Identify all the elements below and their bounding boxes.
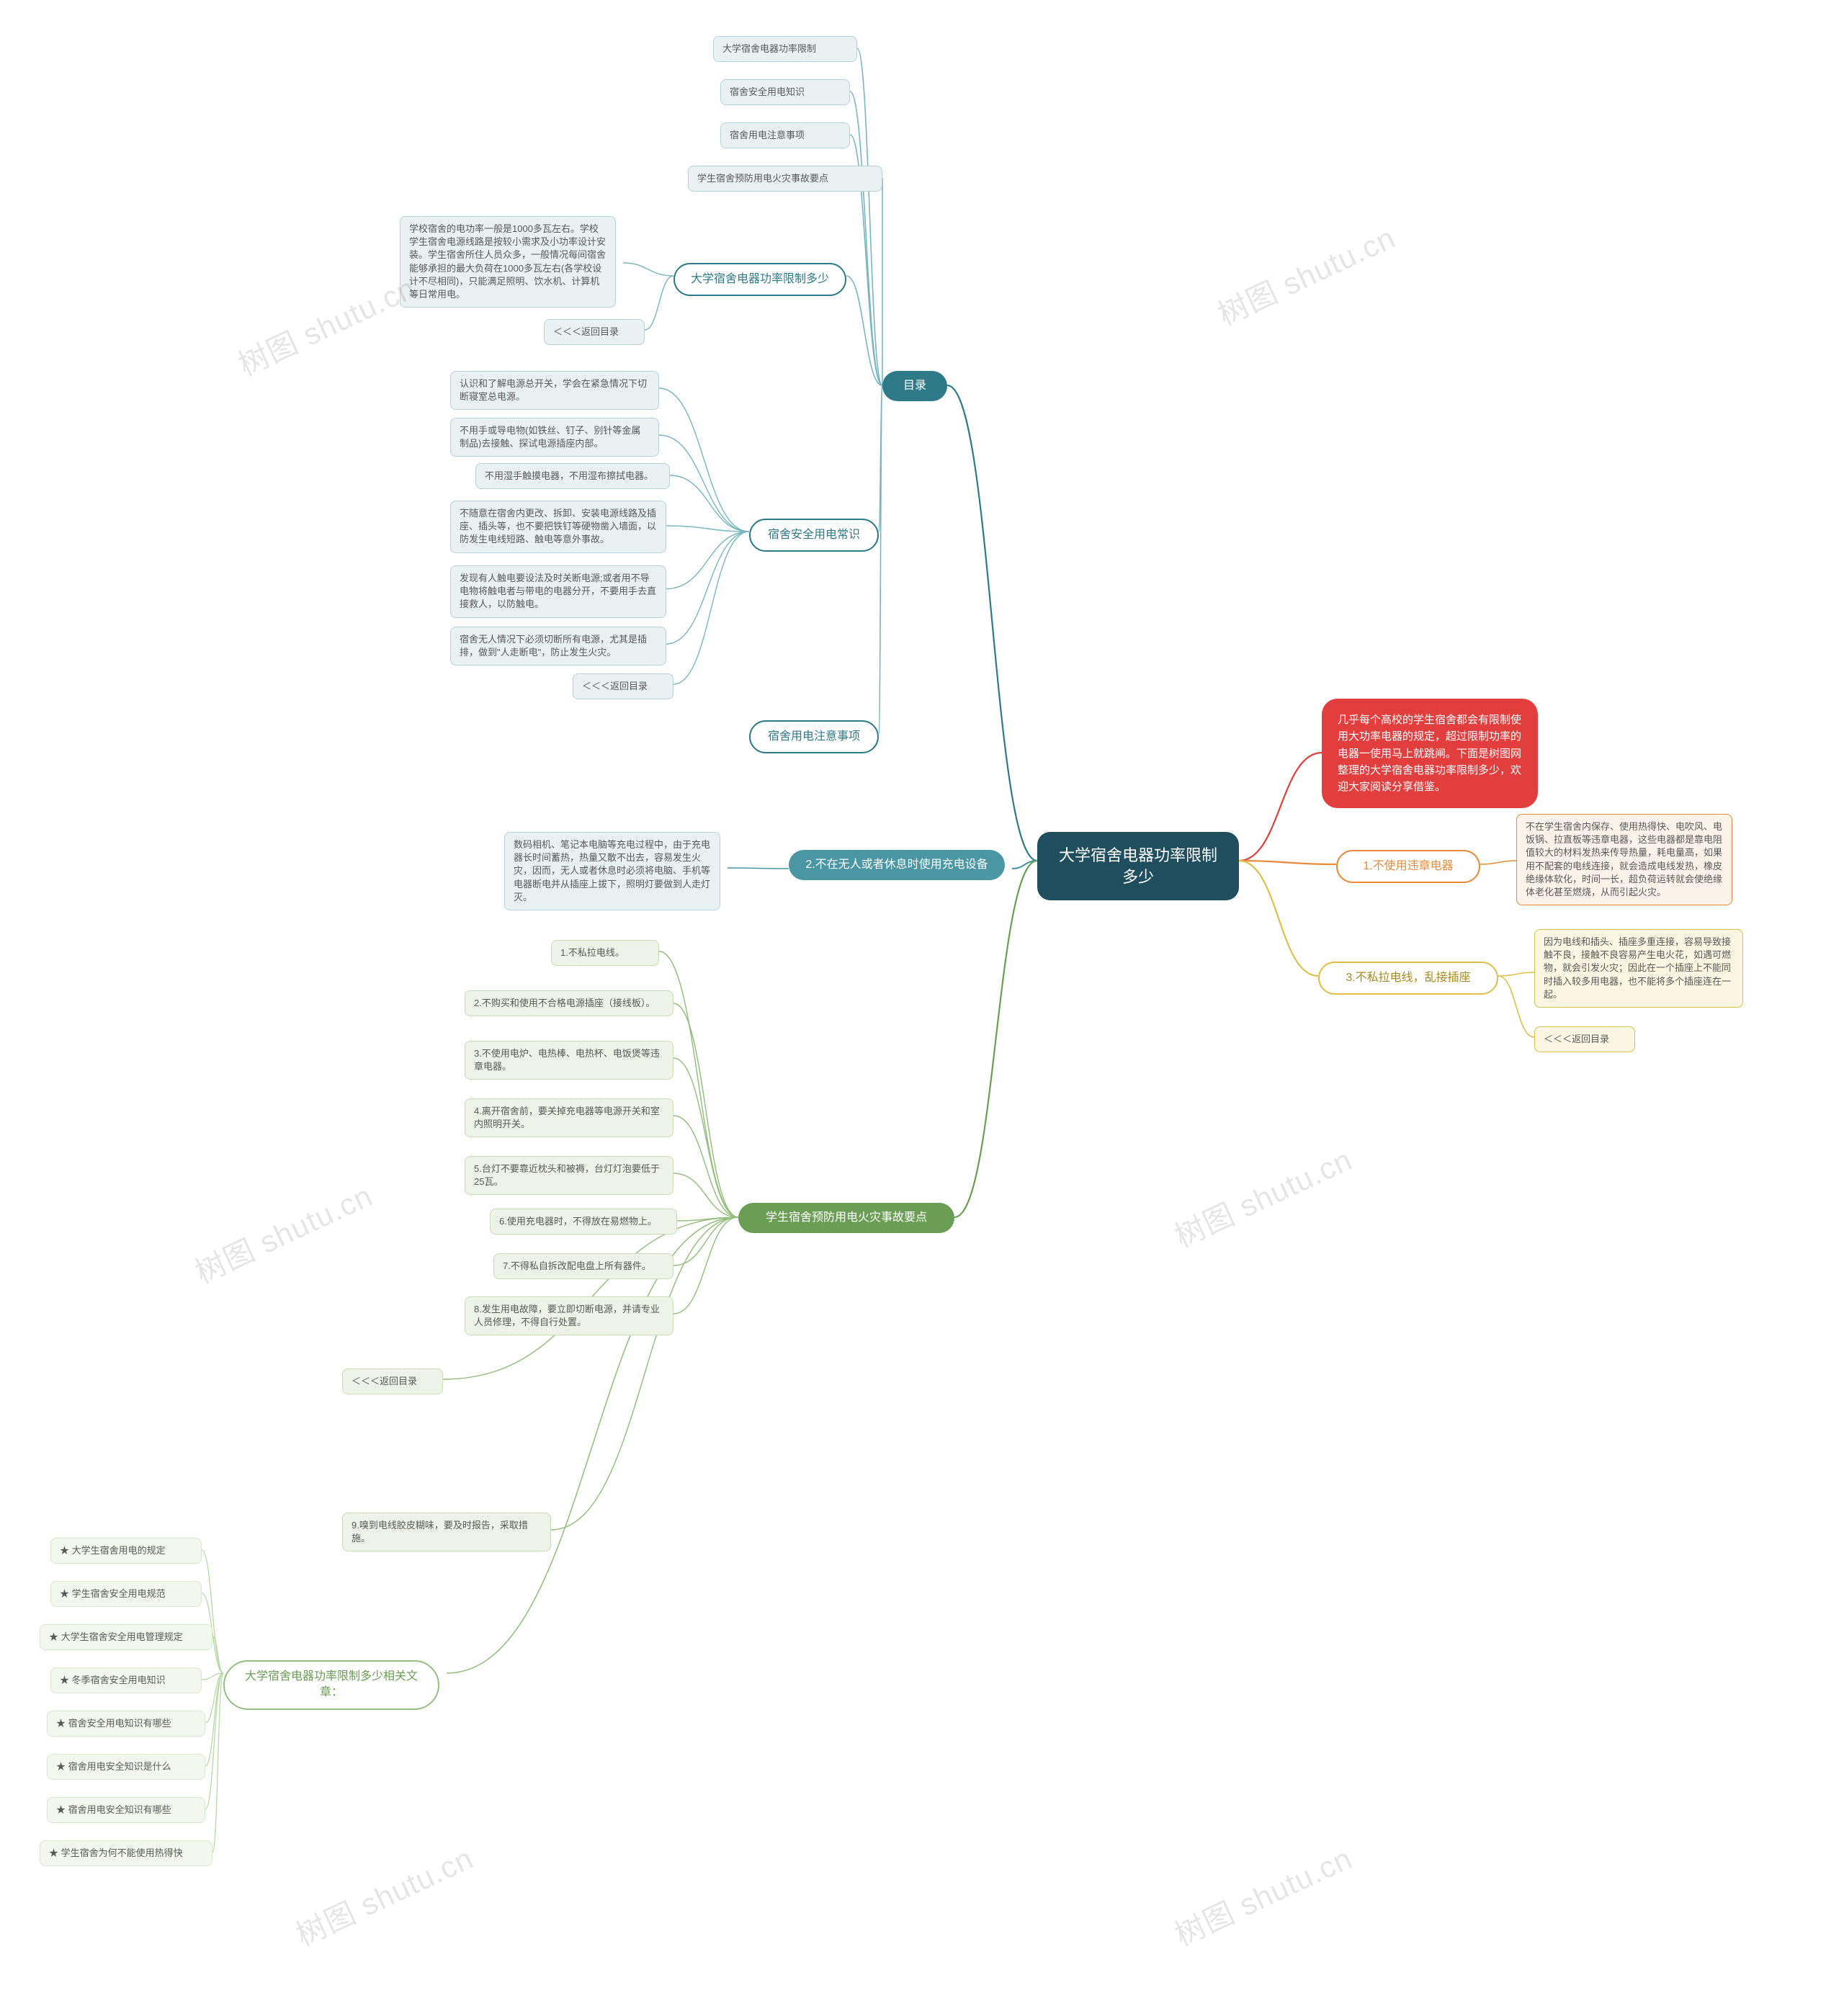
- fire-5: 5.台灯不要靠近枕头和被褥，台灯灯泡要低于25瓦。: [465, 1156, 673, 1195]
- r-intro: 几乎每个高校的学生宿舍都会有限制使用大功率电器的规定，超过限制功率的电器一使用马…: [1322, 699, 1538, 808]
- watermark: 树图 shutu.cn: [1167, 1136, 1359, 1256]
- fire-2: 2.不购买和使用不合格电源插座（接线板）。: [465, 990, 673, 1016]
- connector: [666, 532, 749, 589]
- fr-3: ★ 大学生宿舍安全用电管理规定: [40, 1624, 212, 1650]
- connector: [1498, 976, 1534, 1037]
- connector: [1239, 861, 1318, 976]
- connector: [673, 1058, 738, 1217]
- connector: [212, 1673, 223, 1853]
- connector: [673, 1217, 738, 1265]
- fr-8: ★ 学生宿舍为何不能使用热得快: [40, 1840, 212, 1866]
- connector: [659, 388, 749, 532]
- fire-4: 4.离开宿舍前，要关掉充电器等电源开关和室内照明开关。: [465, 1098, 673, 1137]
- connector: [846, 276, 882, 385]
- fr-2: ★ 学生宿舍安全用电规范: [50, 1581, 202, 1607]
- fr-7: ★ 宿舍用电安全知识有哪些: [47, 1797, 205, 1823]
- toc-power-2: ＜＜＜返回目录: [544, 319, 645, 345]
- connector: [666, 526, 749, 532]
- watermark: 树图 shutu.cn: [187, 1172, 379, 1292]
- r-3-1: 因为电线和插头、插座多重连接，容易导致接触不良，接触不良容易产生电火花，如遇可燃…: [1534, 929, 1743, 1008]
- toc-safety-1: 认识和了解电源总开关，学会在紧急情况下切断寝室总电源。: [450, 371, 659, 410]
- connector: [205, 1673, 223, 1766]
- connector: [673, 1173, 738, 1217]
- fr-4: ★ 冬季宿舍安全用电知识: [50, 1667, 202, 1693]
- connector: [728, 868, 789, 869]
- connector: [205, 1673, 223, 1723]
- watermark: 树图 shutu.cn: [1167, 1834, 1359, 1955]
- toc-4: 学生宿舍预防用电火灾事故要点: [688, 166, 882, 192]
- fr-1: ★ 大学生宿舍用电的规定: [50, 1538, 202, 1564]
- r-3-back: ＜＜＜返回目录: [1534, 1026, 1635, 1052]
- fr-6: ★ 宿舍用电安全知识是什么: [47, 1754, 205, 1780]
- fire-back: ＜＜＜返回目录: [342, 1368, 443, 1394]
- l-2-1: 数码相机、笔记本电脑等充电过程中，由于充电器长时间蓄热，热量又散不出去，容易发生…: [504, 832, 720, 910]
- toc-power: 大学宿舍电器功率限制多少: [673, 263, 846, 296]
- fr-5: ★ 宿舍安全用电知识有哪些: [47, 1711, 205, 1737]
- toc-1: 大学宿舍电器功率限制: [713, 36, 857, 62]
- toc-3: 宿舍用电注意事项: [720, 122, 850, 148]
- connector: [659, 435, 749, 532]
- fire-8: 8.发生用电故障，要立即切断电源，并请专业人员修理，不得自行处置。: [465, 1296, 673, 1335]
- fire-6: 6.使用充电器时，不得放在易燃物上。: [490, 1209, 677, 1235]
- connector: [677, 1217, 738, 1221]
- l-2: 2.不在无人或者休息时使用充电设备: [789, 850, 1005, 880]
- connector: [1498, 972, 1534, 976]
- toc-safety-6: 宿舍无人情况下必须切断所有电源，尤其是插排，做到"人走断电"，防止发生火灾。: [450, 627, 666, 666]
- toc-note: 宿舍用电注意事项: [749, 720, 879, 753]
- connector: [850, 91, 882, 385]
- toc-power-1: 学校宿舍的电功率一般是1000多瓦左右。学校学生宿舍电源线路是按较小需求及小功率…: [400, 216, 616, 308]
- r-1-1: 不在学生宿舍内保存、使用热得快、电吹风、电饭锅、拉直板等违章电器，这些电器都是靠…: [1516, 814, 1732, 905]
- r-3: 3.不私拉电线，乱接插座: [1318, 962, 1498, 995]
- edge-layer: [0, 0, 1844, 2016]
- connector: [447, 1217, 738, 1673]
- r-1: 1.不使用违章电器: [1336, 850, 1480, 883]
- watermark: 树图 shutu.cn: [288, 1834, 480, 1955]
- connector: [673, 1116, 738, 1217]
- connector: [623, 263, 673, 276]
- connector: [666, 532, 749, 644]
- connector: [954, 861, 1037, 1217]
- connector: [202, 1673, 223, 1680]
- connector: [1239, 753, 1322, 861]
- connector: [673, 1003, 738, 1217]
- fire-1: 1.不私拉电线。: [551, 940, 659, 966]
- connector: [205, 1673, 223, 1809]
- toc-safety: 宿舍安全用电常识: [749, 519, 879, 552]
- watermark: 树图 shutu.cn: [230, 264, 422, 385]
- fire-rel: 大学宿舍电器功率限制多少相关文章：: [223, 1660, 439, 1710]
- connector: [947, 385, 1037, 861]
- connector: [1239, 861, 1336, 864]
- fire-3: 3.不使用电炉、电热棒、电热杯、电饭煲等违章电器。: [465, 1041, 673, 1080]
- connector: [673, 1217, 738, 1314]
- connector: [857, 48, 882, 385]
- connector: [202, 1550, 223, 1673]
- toc-safety-4: 不随意在宿舍内更改、拆卸、安装电源线路及插座、插头等，也不要把铁钉等硬物凿入墙面…: [450, 501, 666, 553]
- connector: [879, 385, 882, 733]
- toc-safety-3: 不用湿手触摸电器，不用湿布擦拭电器。: [475, 463, 670, 489]
- connector: [1480, 861, 1516, 864]
- toc-safety-7: ＜＜＜返回目录: [573, 673, 673, 699]
- watermark: 树图 shutu.cn: [1210, 214, 1402, 334]
- toc-safety-2: 不用手或导电物(如铁丝、钉子、别针等金属制品)去接触、探试电源插座内部。: [450, 418, 659, 457]
- connector: [645, 276, 673, 330]
- toc-safety-5: 发现有人触电要设法及时关断电源;或者用不导电物将触电者与带电的电器分开，不要用手…: [450, 565, 666, 618]
- fire: 学生宿舍预防用电火灾事故要点: [738, 1203, 954, 1233]
- fire-7: 7.不得私自拆改配电盘上所有器件。: [493, 1253, 673, 1279]
- toc: 目录: [882, 371, 947, 401]
- connector: [670, 475, 749, 532]
- connector: [673, 532, 749, 684]
- connector: [879, 385, 882, 532]
- fire-9: 9.嗅到电线胶皮糊味，要及时报告，采取措施。: [342, 1513, 551, 1551]
- connector: [212, 1636, 223, 1673]
- toc-2: 宿舍安全用电知识: [720, 79, 850, 105]
- root: 大学宿舍电器功率限制多少: [1037, 832, 1239, 900]
- connector: [1012, 861, 1037, 869]
